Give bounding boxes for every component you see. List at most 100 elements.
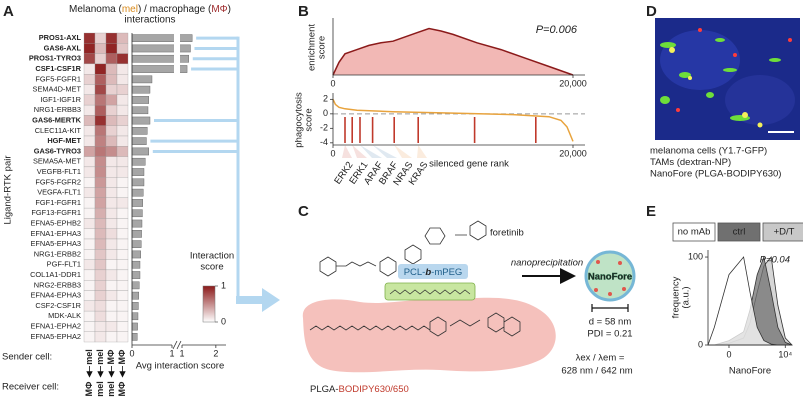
bar bbox=[131, 54, 189, 63]
heatmap-cell bbox=[83, 321, 96, 332]
annotation: P=0.04 bbox=[760, 255, 790, 266]
bar bbox=[131, 260, 141, 269]
bar bbox=[131, 44, 191, 53]
colorbar bbox=[202, 285, 216, 323]
bar bbox=[131, 240, 142, 248]
chemical-structures bbox=[319, 220, 487, 277]
heatmap-cell bbox=[116, 259, 129, 271]
heatmap-cell bbox=[94, 300, 107, 312]
heatmap-cell bbox=[116, 197, 129, 209]
row-label: VEGFB-FLT1 bbox=[37, 167, 81, 176]
heatmap-cell bbox=[83, 125, 96, 137]
heatmap-cell bbox=[94, 53, 107, 65]
row-label: GAS6-MERTK bbox=[32, 116, 82, 125]
receiver-label: Receiver cell: bbox=[2, 382, 59, 393]
heatmap-cell bbox=[83, 310, 96, 322]
heatmap-cell bbox=[83, 177, 96, 188]
heatmap-cell bbox=[94, 156, 107, 168]
bar bbox=[131, 85, 151, 94]
chart-subtitle: interactions bbox=[124, 15, 175, 26]
heatmap-cell bbox=[116, 177, 129, 188]
heatmap-cell bbox=[105, 300, 118, 312]
heatmap-cell bbox=[105, 53, 118, 65]
row-label: EFNA5-EPHA3 bbox=[30, 239, 81, 248]
heatmap-cell bbox=[83, 238, 96, 250]
heatmap-cell bbox=[83, 166, 96, 178]
heatmap-cell bbox=[83, 84, 96, 95]
bar bbox=[131, 230, 142, 238]
y-tick-label: -2 bbox=[320, 123, 328, 133]
hit-fan bbox=[342, 145, 352, 158]
heatmap-cell bbox=[116, 135, 129, 147]
chart-title: Melanoma (mel) / macrophage (MΦ) bbox=[69, 4, 231, 15]
bar bbox=[131, 127, 148, 135]
y-axis-label: (a.u.) bbox=[681, 286, 692, 308]
row-label: FGF5-FGFR2 bbox=[35, 177, 81, 186]
process-label: nanoprecipitation bbox=[511, 258, 583, 269]
hit-fan bbox=[372, 145, 397, 158]
colorbar-title: Interaction bbox=[190, 251, 234, 262]
heatmap-cell bbox=[94, 166, 107, 178]
bar bbox=[131, 157, 146, 166]
caption: TAMs (dextran-NP) bbox=[650, 157, 731, 168]
bar-break bbox=[174, 33, 180, 44]
particle-name: NanoFore bbox=[588, 272, 632, 283]
y-tick-label: 2 bbox=[323, 94, 328, 104]
heatmap-cell bbox=[94, 269, 107, 281]
y-axis-label: Ligand-RTK pair bbox=[3, 155, 14, 224]
wavelengths: 628 nm / 642 nm bbox=[561, 366, 632, 377]
bar bbox=[131, 302, 139, 310]
heatmap-cell bbox=[94, 32, 107, 44]
bar-break bbox=[174, 43, 180, 54]
heatmap-cell bbox=[94, 125, 107, 137]
sender-cell: MΦ bbox=[117, 349, 127, 364]
hit-fan bbox=[360, 145, 382, 158]
heatmap-cell bbox=[94, 135, 107, 147]
bar-break bbox=[174, 63, 180, 75]
y-axis-label: phagocytosis bbox=[294, 92, 305, 148]
row-label: EFNA4-EPHA3 bbox=[30, 291, 81, 300]
heatmap-cell bbox=[94, 238, 107, 250]
heatmap-cell bbox=[116, 146, 129, 157]
polymer-part: b bbox=[425, 267, 431, 278]
x-tick-label: 2 bbox=[213, 348, 218, 358]
receiver-cell: MΦ bbox=[117, 381, 127, 396]
particle-dots bbox=[594, 260, 626, 296]
heatmap-cell bbox=[83, 207, 96, 219]
row-label: PROS1-TYRO3 bbox=[29, 54, 81, 63]
y-axis-label: enrichment bbox=[307, 24, 318, 71]
polymer-box bbox=[384, 282, 476, 301]
row-label: MDK-ALK bbox=[48, 311, 81, 320]
heatmap-cell bbox=[105, 177, 118, 188]
axis-break bbox=[172, 340, 182, 350]
heatmap-cell bbox=[105, 84, 118, 95]
legend-label: +D/T bbox=[774, 227, 795, 238]
heatmap-cell bbox=[94, 331, 107, 343]
heatmap-cell bbox=[105, 63, 118, 75]
bar bbox=[131, 106, 149, 115]
y-tick-label: 0 bbox=[698, 339, 703, 349]
annotation: P=0.006 bbox=[536, 24, 578, 36]
heatmap-cell bbox=[105, 290, 118, 301]
heatmap-cell bbox=[116, 125, 129, 137]
x-tick-label: 20,000 bbox=[559, 78, 587, 88]
sender-cell: mel bbox=[95, 349, 105, 365]
hit-fan bbox=[394, 145, 412, 158]
colorbar-tick-label: 1 bbox=[221, 280, 226, 290]
x-tick-label: 0 bbox=[726, 349, 731, 359]
panel-label: C bbox=[298, 203, 309, 220]
heatmap-cell bbox=[83, 269, 96, 281]
heatmap-cell bbox=[94, 187, 107, 198]
heatmap-cell bbox=[116, 187, 129, 198]
bar bbox=[131, 188, 144, 197]
heatmap-cell bbox=[83, 259, 96, 271]
bar bbox=[131, 137, 147, 145]
row-label: PROS1-AXL bbox=[39, 33, 82, 42]
heatmap-cell bbox=[83, 74, 96, 85]
heatmap-cell bbox=[116, 166, 129, 178]
legend-box bbox=[762, 222, 803, 242]
row-label: FGF1-FGFR1 bbox=[35, 198, 81, 207]
heatmap-cell bbox=[83, 156, 96, 168]
row-label: GAS6-AXL bbox=[44, 43, 82, 52]
heatmap-cell bbox=[105, 207, 118, 219]
